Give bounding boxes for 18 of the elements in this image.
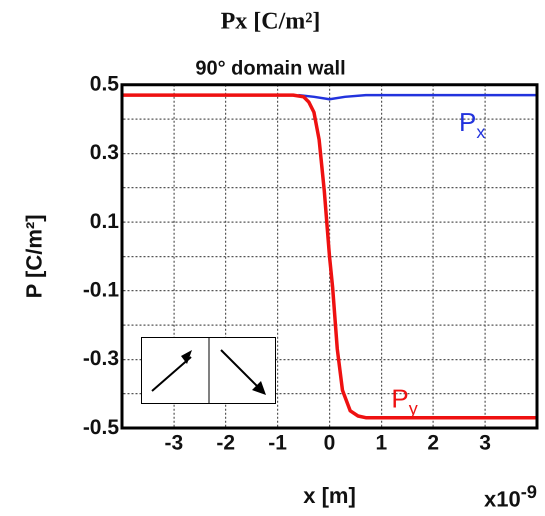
y-tick-label: -0.1	[82, 278, 120, 302]
y-tick-label: 0.3	[90, 141, 119, 164]
y-tick-label: -0.3	[82, 347, 119, 370]
x-tick-label: 2	[427, 431, 440, 454]
y-tick-label: 0.1	[90, 210, 120, 233]
y-tick-label: -0.5	[82, 416, 120, 439]
y-tick-label: 0.5	[90, 72, 120, 96]
x-axis-title: x [m]	[303, 482, 356, 508]
text: x10$^{-9}$	[484, 480, 537, 512]
x-tick-label: -1	[268, 431, 288, 454]
y-axis-title: P [C/m²]	[21, 214, 46, 298]
x-tick-label: -2	[216, 431, 236, 454]
x-tick-label: 1	[376, 431, 388, 454]
x-tick-label: 0	[324, 431, 336, 454]
x-tick-label: 3	[479, 431, 491, 454]
chart-title: Px [C/m²]	[220, 8, 320, 35]
chart-subtitle: 90° domain wall	[195, 57, 346, 80]
x-tick-label: -3	[164, 431, 184, 454]
